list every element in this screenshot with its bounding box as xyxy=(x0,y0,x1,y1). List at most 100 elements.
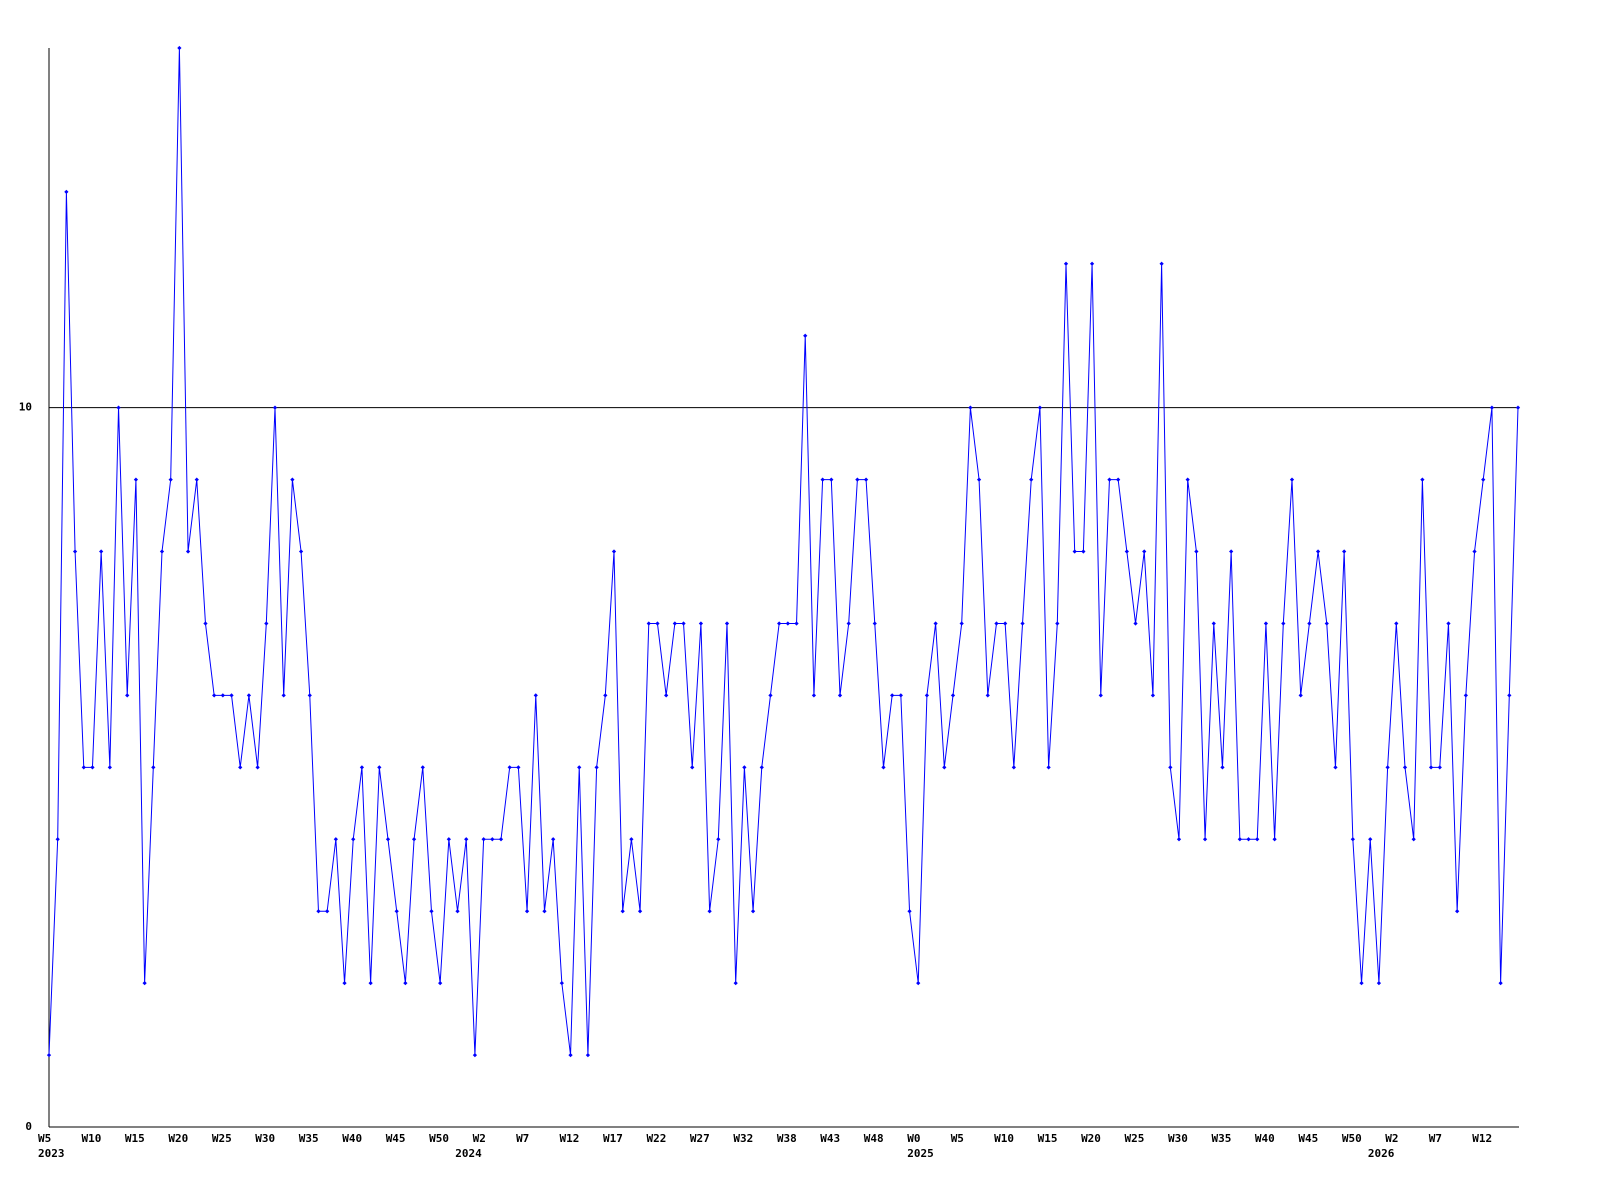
data-point xyxy=(637,909,643,914)
data-point xyxy=(681,621,686,626)
data-point xyxy=(281,693,286,698)
data-point xyxy=(64,189,69,194)
data-point xyxy=(1176,837,1182,842)
data-point xyxy=(377,765,382,770)
data-point xyxy=(403,981,408,986)
data-point xyxy=(655,621,660,626)
data-point xyxy=(272,405,278,410)
data-point xyxy=(1507,693,1512,698)
data-point xyxy=(490,837,495,842)
data-point xyxy=(1159,261,1164,266)
data-point xyxy=(420,765,425,770)
data-point xyxy=(185,549,191,554)
data-point xyxy=(594,765,599,770)
data-point xyxy=(1037,405,1043,410)
data-point xyxy=(1020,621,1025,626)
data-point xyxy=(1307,621,1312,626)
data-point xyxy=(1281,621,1286,626)
data-point xyxy=(1237,837,1242,842)
data-point xyxy=(1081,549,1086,554)
data-point xyxy=(325,909,330,914)
data-point xyxy=(159,549,165,554)
data-point xyxy=(1359,981,1364,986)
x-year-label: 2023 xyxy=(38,1147,65,1160)
x-year-label: 2024 xyxy=(455,1147,482,1160)
data-point xyxy=(1263,621,1269,626)
data-point xyxy=(794,621,799,626)
data-point xyxy=(1229,549,1234,554)
data-point xyxy=(151,765,156,770)
data-point xyxy=(1446,621,1451,626)
data-point xyxy=(1055,621,1060,626)
data-point xyxy=(1463,693,1468,698)
data-point xyxy=(577,765,582,770)
data-point xyxy=(1098,693,1103,698)
data-point xyxy=(298,549,304,554)
data-line xyxy=(48,47,1519,1056)
data-point xyxy=(116,405,121,410)
x-tick-label: W5 xyxy=(38,1132,51,1145)
data-point xyxy=(507,765,512,770)
data-point xyxy=(672,621,677,626)
data-point xyxy=(898,693,903,698)
data-point xyxy=(968,405,973,410)
x-tick-label: W43 xyxy=(820,1132,840,1145)
data-point xyxy=(1298,693,1303,698)
data-point xyxy=(777,621,782,626)
data-point xyxy=(255,765,260,770)
data-point xyxy=(1211,621,1216,626)
data-point xyxy=(524,909,530,914)
x-year-label: 2025 xyxy=(907,1147,934,1160)
data-point xyxy=(1315,549,1321,554)
data-point xyxy=(368,981,373,986)
data-point xyxy=(142,981,147,986)
data-point xyxy=(750,909,756,914)
x-tick-label: W35 xyxy=(1211,1132,1231,1145)
data-point xyxy=(785,621,790,626)
data-point xyxy=(472,1052,478,1058)
data-point xyxy=(194,477,199,482)
data-point xyxy=(90,765,95,770)
x-tick-label: W50 xyxy=(1342,1132,1362,1145)
data-point xyxy=(542,909,547,914)
data-point xyxy=(203,621,208,626)
data-point xyxy=(1194,549,1199,554)
data-point xyxy=(646,621,651,626)
data-point xyxy=(742,765,747,770)
data-point xyxy=(72,549,78,554)
data-point xyxy=(533,693,538,698)
x-tick-label: W2 xyxy=(473,1132,486,1145)
data-point xyxy=(863,477,869,482)
data-point xyxy=(881,765,886,770)
x-tick-label: W50 xyxy=(429,1132,449,1145)
data-point xyxy=(1185,477,1190,482)
data-point xyxy=(133,477,139,482)
data-point xyxy=(55,837,60,842)
data-point xyxy=(1255,837,1260,842)
data-point xyxy=(351,837,356,842)
x-tick-label: W17 xyxy=(603,1132,623,1145)
x-tick-label: W0 xyxy=(907,1132,920,1145)
data-point xyxy=(1402,765,1408,770)
data-point xyxy=(1394,621,1399,626)
data-point xyxy=(1350,837,1355,842)
data-point xyxy=(307,693,312,698)
data-point xyxy=(568,1052,573,1058)
data-point xyxy=(455,909,460,914)
data-point xyxy=(1289,477,1295,482)
data-point xyxy=(603,693,608,698)
x-tick-label: W45 xyxy=(1298,1132,1318,1145)
data-point xyxy=(811,693,817,698)
data-point xyxy=(1220,765,1225,770)
data-point xyxy=(1202,837,1208,842)
x-tick-label: W32 xyxy=(733,1132,753,1145)
data-point xyxy=(290,477,295,482)
x-tick-label: W5 xyxy=(951,1132,964,1145)
data-point xyxy=(907,909,912,914)
data-point xyxy=(950,693,956,698)
data-point xyxy=(629,837,634,842)
data-point xyxy=(1133,621,1138,626)
data-point xyxy=(446,837,451,842)
data-point xyxy=(1063,261,1069,266)
data-point xyxy=(690,765,695,770)
